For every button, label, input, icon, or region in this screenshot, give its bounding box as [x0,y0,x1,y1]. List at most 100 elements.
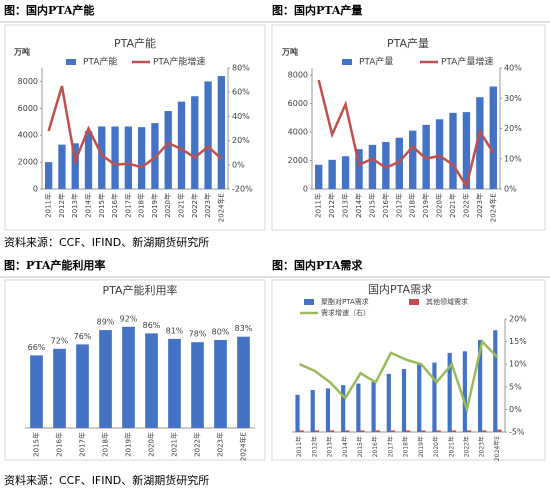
data-label: 89% [97,318,115,327]
bar [476,97,484,189]
bar [355,149,363,189]
x-tick-label: 2022年 [193,432,202,457]
bar [53,348,66,428]
bar [124,126,133,189]
y2-tick-label: 30% [504,94,522,103]
y2-tick-label: 60% [232,88,250,97]
data-label: 92% [120,314,138,323]
bar [435,119,444,189]
x-tick-label: 2016年 [381,193,390,218]
bar [401,369,407,432]
bar [451,430,456,432]
legend-swatch [304,299,314,305]
y-tick-label: 8000 [288,71,308,80]
x-tick-label: 2017年 [78,432,87,457]
x-tick-label: 2021年 [447,436,455,457]
bar [325,388,331,432]
bar [315,164,323,189]
chart-frame [4,24,266,231]
data-label: 72% [51,336,69,345]
x-tick-label: 2011年 [44,193,53,218]
x-tick-label: 2020年 [432,436,440,457]
bar [375,430,380,432]
bar [314,430,320,432]
x-tick-label: 2012年 [310,436,318,457]
y2-tick-label: 10% [504,154,522,163]
y-tick-label: 2000 [288,156,308,165]
bar [58,144,66,189]
legend-label: PTA产能 [83,56,117,68]
y2-tick-label: 20% [232,136,250,145]
x-tick-label: 2021年 [177,193,186,218]
y-tick-label: 0 [303,185,308,194]
bar [328,159,336,189]
bar [436,430,441,432]
bar [417,364,422,432]
y2-tick-label: -5% [509,428,525,437]
bar [432,362,437,432]
x-tick-label: 2024年E [239,432,248,461]
y-tick-label: 0 [33,185,38,194]
line [47,85,223,169]
bar [214,340,227,428]
y2-tick-label: 10% [509,360,527,369]
legend-swatch [342,59,352,65]
legend-swatch [66,59,76,65]
x-tick-label: 2013年 [326,436,334,457]
bar [164,111,172,189]
x-tick-label: 2019年 [421,193,430,218]
chart-title: 国内PTA需求 [368,282,432,296]
x-tick-label: 2018年 [402,436,410,457]
bar [204,81,212,189]
x-tick-label: 2017年 [123,193,132,218]
legend-label: PTA产量 [359,56,393,68]
data-label: 86% [143,321,161,330]
bar [168,338,181,428]
x-tick-label: 2018年 [137,193,146,218]
y2-tick-label: 0% [232,160,245,169]
legend-swatch [409,299,419,305]
bar [341,156,350,189]
bar [421,430,426,432]
data-label: 81% [166,326,184,335]
y2-tick-label: 0% [504,185,517,194]
bar [44,162,53,189]
bar [360,430,365,432]
bar [191,342,204,428]
x-tick-label: 2015年 [32,432,41,457]
x-tick-label: 2018年 [101,432,110,457]
y-tick-label: 2000 [18,158,38,167]
bar [84,131,93,189]
chart-frame [271,24,546,231]
x-tick-label: 2013年 [341,193,350,218]
y2-tick-label: 15% [509,337,527,346]
y2-tick-label: 80% [232,64,250,73]
x-tick-label: 2016年 [110,193,119,218]
x-tick-label: 2011年 [295,436,303,457]
data-label: 78% [189,330,207,339]
line [299,339,499,415]
x-tick-label: 2022年 [462,436,470,457]
chart-title: PTA产能 [114,36,156,50]
x-tick-label: 2023年 [216,432,225,457]
x-tick-label: 2012年 [57,193,66,218]
chart-title: PTA产能利用率 [102,283,177,297]
source: 资料来源：CCF、IFIND、新湖期货研究所 [4,235,209,249]
bar [447,352,452,432]
legend-label: 需求增速（右） [321,308,370,317]
bar [137,127,146,189]
y2-tick-label: 20% [509,315,527,324]
bar [406,430,411,432]
bar [295,394,300,432]
bar [356,383,361,432]
bar [145,333,158,428]
panel-header: 图：国内PTA产能 [4,3,94,17]
y2-tick-label: 40% [232,112,250,121]
y-axis-label: 万吨 [281,47,298,57]
x-tick-label: 2022年 [461,193,470,218]
x-tick-label: 2024年E [216,193,225,222]
panel-header: 图：国内PTA需求 [272,258,363,272]
x-tick-label: 2016年 [55,432,64,457]
y-axis-label: 万吨 [13,47,30,57]
bar [299,430,304,432]
